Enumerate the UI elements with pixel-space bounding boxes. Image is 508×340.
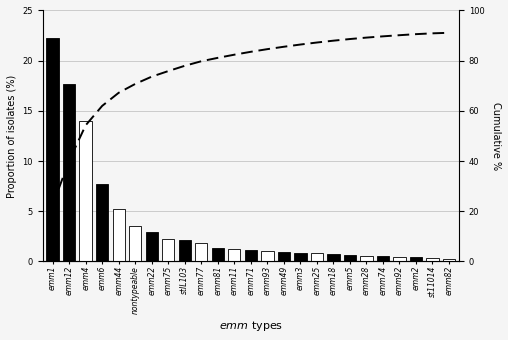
X-axis label: $\it{emm}$ types: $\it{emm}$ types: [219, 319, 283, 333]
Bar: [228, 249, 240, 261]
Bar: [79, 121, 92, 261]
Bar: [96, 184, 108, 261]
Y-axis label: Proportion of isolates (%): Proportion of isolates (%): [7, 74, 17, 198]
Bar: [360, 256, 373, 261]
Bar: [327, 254, 339, 261]
Bar: [410, 257, 422, 261]
Bar: [112, 209, 125, 261]
Bar: [212, 248, 224, 261]
Bar: [129, 226, 141, 261]
Bar: [145, 232, 158, 261]
Bar: [393, 257, 406, 261]
Bar: [294, 253, 306, 261]
Bar: [162, 239, 174, 261]
Bar: [245, 250, 257, 261]
Bar: [63, 84, 75, 261]
Bar: [426, 258, 439, 261]
Bar: [261, 251, 273, 261]
Bar: [195, 243, 207, 261]
Bar: [377, 256, 389, 261]
Bar: [278, 252, 290, 261]
Bar: [344, 255, 356, 261]
Bar: [443, 259, 455, 261]
Bar: [46, 37, 59, 261]
Bar: [311, 253, 323, 261]
Bar: [179, 240, 191, 261]
Y-axis label: Cumulative %: Cumulative %: [491, 102, 501, 170]
